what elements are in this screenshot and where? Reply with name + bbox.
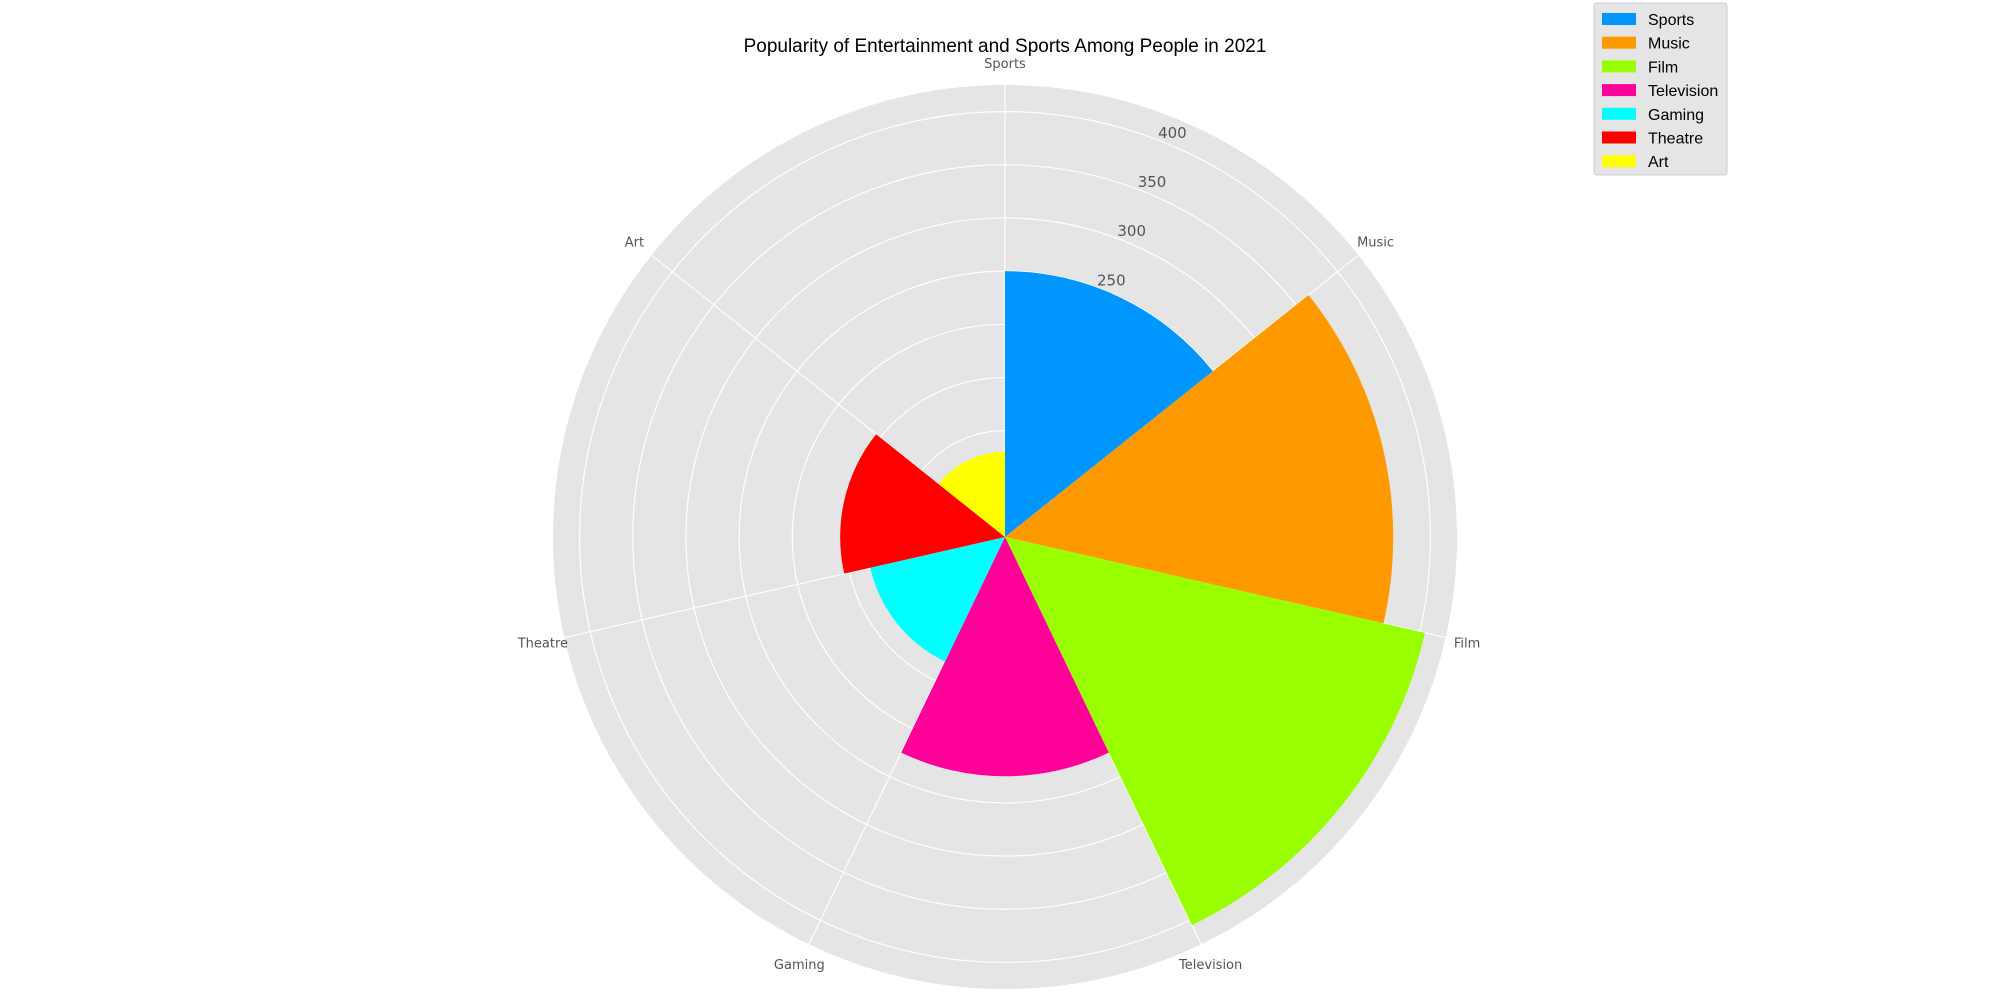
bar-gaming	[870, 537, 1005, 662]
bar-sports	[1005, 271, 1213, 537]
bar-art	[938, 451, 1005, 537]
radial-tick-label: 350	[1138, 173, 1167, 191]
legend-swatch-art	[1602, 155, 1636, 168]
legend-label-music: Music	[1648, 36, 1690, 53]
grid-spoke	[808, 536, 1006, 945]
legend-swatch-film	[1602, 60, 1636, 73]
legend-swatch-sports	[1602, 13, 1636, 25]
category-label-art: Art	[625, 235, 644, 250]
bar-film	[1005, 537, 1425, 926]
radial-tick-label: 250	[1097, 271, 1126, 289]
legend-label-gaming: Gaming	[1648, 107, 1704, 124]
legend: Sports Music Film Television Gaming Theatre Ar…	[1593, 2, 1728, 176]
legend-items: Sports Music Film Television Gaming Theatre Ar…	[1602, 12, 1718, 171]
category-label-sports: Sports	[984, 57, 1026, 72]
chart-title: Popularity of Entertainment and Sports A…	[744, 36, 1267, 57]
radial-tick-label: 300	[1117, 222, 1146, 240]
category-labels: Sports Music Film Television Gaming Theatre Ar…	[517, 57, 1481, 973]
category-label-television: Television	[1178, 958, 1242, 973]
legend-label-theatre: Theatre	[1648, 131, 1703, 148]
legend-swatch-television	[1602, 84, 1636, 97]
radial-tick-labels: 250 300 350 400	[1097, 124, 1187, 289]
legend-label-sports: Sports	[1648, 12, 1694, 29]
legend-label-television: Television	[1648, 83, 1718, 100]
category-label-gaming: Gaming	[774, 958, 825, 973]
category-label-film: Film	[1454, 636, 1480, 651]
legend-label-art: Art	[1648, 154, 1669, 171]
legend-swatch-theatre	[1602, 131, 1636, 144]
bar-television	[901, 537, 1109, 777]
bar-theatre	[840, 434, 1005, 574]
bars-group	[840, 271, 1425, 926]
bar-music	[1005, 294, 1394, 624]
legend-label-film: Film	[1648, 59, 1678, 76]
legend-swatch-gaming	[1602, 107, 1636, 120]
category-label-theatre: Theatre	[517, 636, 568, 651]
legend-swatch-music	[1602, 36, 1636, 49]
radial-tick-label: 400	[1158, 124, 1187, 142]
category-label-music: Music	[1357, 235, 1394, 250]
